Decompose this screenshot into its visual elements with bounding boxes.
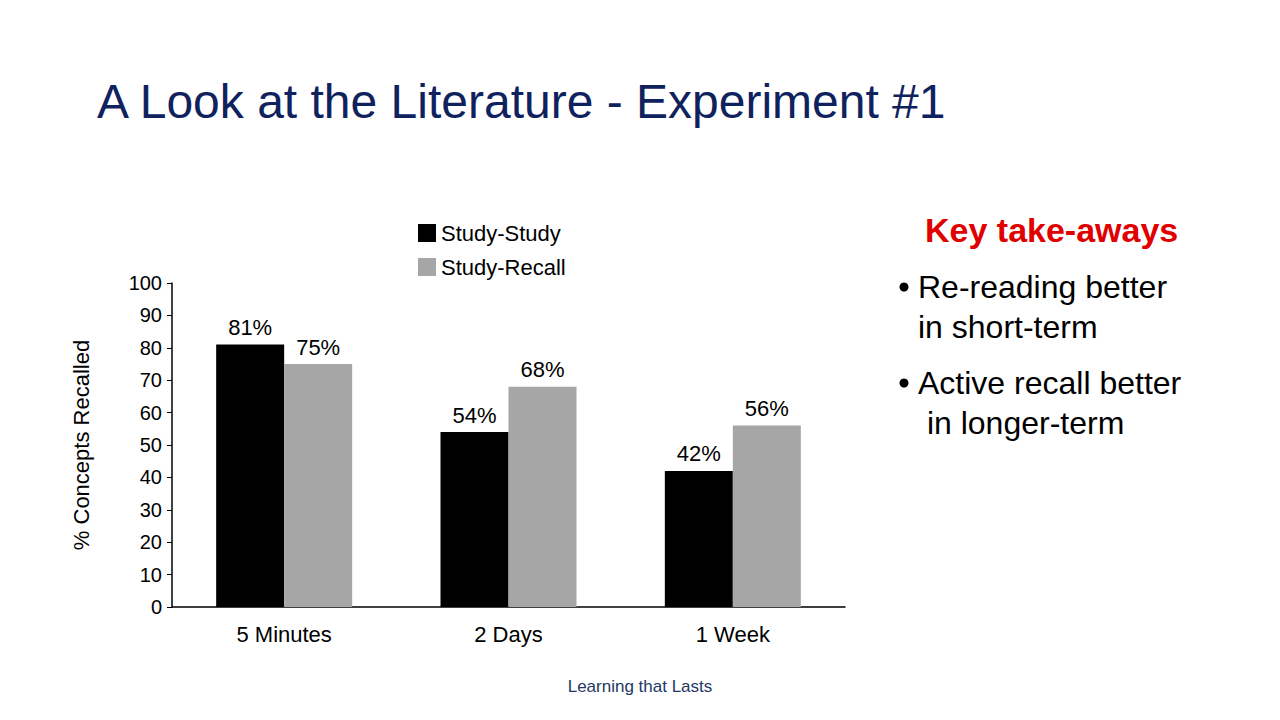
svg-text:5 Minutes: 5 Minutes bbox=[236, 622, 331, 647]
svg-text:81%: 81% bbox=[228, 315, 272, 340]
svg-text:30: 30 bbox=[140, 499, 162, 521]
svg-text:54%: 54% bbox=[452, 403, 496, 428]
svg-text:40: 40 bbox=[140, 466, 162, 488]
svg-text:56%: 56% bbox=[745, 396, 789, 421]
svg-text:75%: 75% bbox=[296, 335, 340, 360]
svg-text:Study-Recall: Study-Recall bbox=[441, 255, 566, 280]
svg-text:90: 90 bbox=[140, 304, 162, 326]
svg-text:Active recall better: Active recall better bbox=[918, 365, 1182, 401]
svg-text:68%: 68% bbox=[520, 357, 564, 382]
svg-text:A Look at the Literature - Exp: A Look at the Literature - Experiment #1 bbox=[97, 75, 945, 128]
svg-text:10: 10 bbox=[140, 564, 162, 586]
svg-text:42%: 42% bbox=[677, 441, 721, 466]
svg-text:Re-reading better: Re-reading better bbox=[918, 269, 1176, 305]
svg-text:Key take-aways: Key take-aways bbox=[925, 211, 1178, 249]
svg-text:in short-term: in short-term bbox=[918, 309, 1098, 345]
svg-text:Learning that Lasts: Learning that Lasts bbox=[568, 677, 713, 696]
svg-text:50: 50 bbox=[140, 434, 162, 456]
svg-text:2 Days: 2 Days bbox=[474, 622, 542, 647]
svg-text:% Concepts Recalled: % Concepts Recalled bbox=[69, 340, 94, 550]
svg-text:20: 20 bbox=[140, 531, 162, 553]
svg-text:80: 80 bbox=[140, 337, 162, 359]
svg-text:100: 100 bbox=[129, 272, 162, 294]
svg-text:1 Week: 1 Week bbox=[696, 622, 771, 647]
svg-text:70: 70 bbox=[140, 369, 162, 391]
svg-text:0: 0 bbox=[151, 596, 162, 618]
svg-text:Study-Study: Study-Study bbox=[441, 221, 561, 246]
svg-text:60: 60 bbox=[140, 402, 162, 424]
svg-text:in longer-term: in longer-term bbox=[918, 405, 1124, 441]
